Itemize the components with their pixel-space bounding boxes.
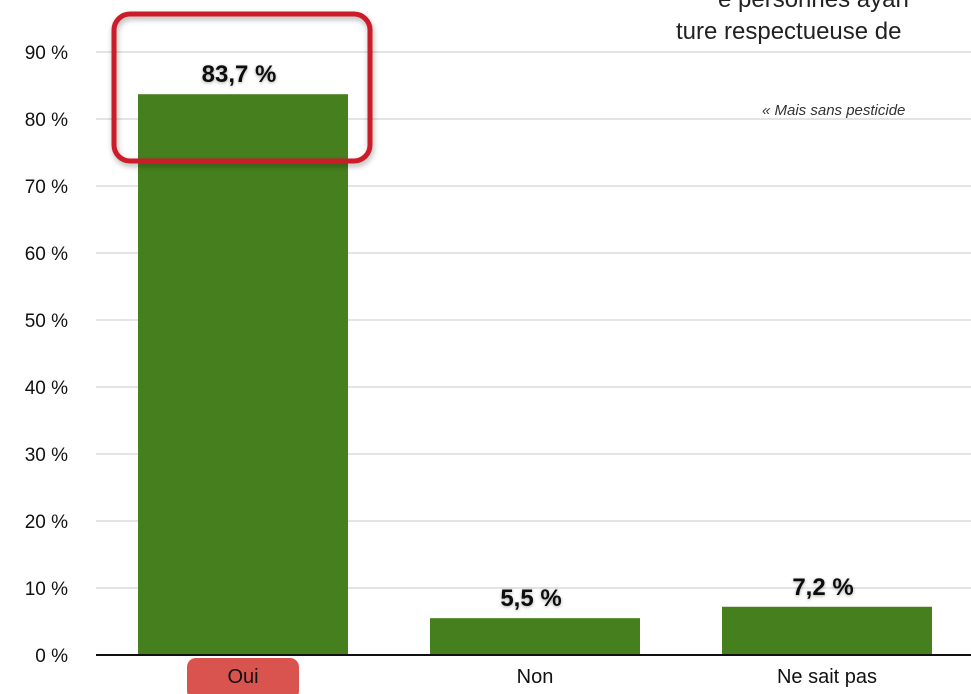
chart-title-line-1: e personnes ayan: [718, 0, 909, 14]
bar-2: [722, 606, 932, 655]
data-label: 83,7 %: [202, 61, 277, 88]
chart-title-line-2: ture respectueuse de: [676, 18, 902, 45]
y-tick-label: 60 %: [25, 244, 68, 265]
highlight-frame: [111, 11, 373, 164]
x-tick-label: Oui: [227, 666, 258, 688]
y-tick-label: 20 %: [25, 512, 68, 533]
data-label: 7,2 %: [792, 574, 853, 601]
x-tick-label: Ne sait pas: [777, 666, 877, 688]
y-tick-label: 70 %: [25, 177, 68, 198]
bar-1: [430, 618, 640, 655]
y-tick-label: 40 %: [25, 378, 68, 399]
bar-0: [138, 94, 348, 655]
data-label: 5,5 %: [500, 585, 561, 612]
y-tick-label: 10 %: [25, 579, 68, 600]
y-tick-label: 30 %: [25, 445, 68, 466]
x-tick-label: Non: [517, 666, 554, 688]
y-tick-label: 0 %: [35, 646, 68, 667]
y-tick-label: 80 %: [25, 110, 68, 131]
y-tick-label: 50 %: [25, 311, 68, 332]
y-tick-label: 90 %: [25, 43, 68, 64]
chart-subtitle: « Mais sans pesticide: [762, 102, 906, 119]
highlight-tab: [187, 658, 299, 694]
